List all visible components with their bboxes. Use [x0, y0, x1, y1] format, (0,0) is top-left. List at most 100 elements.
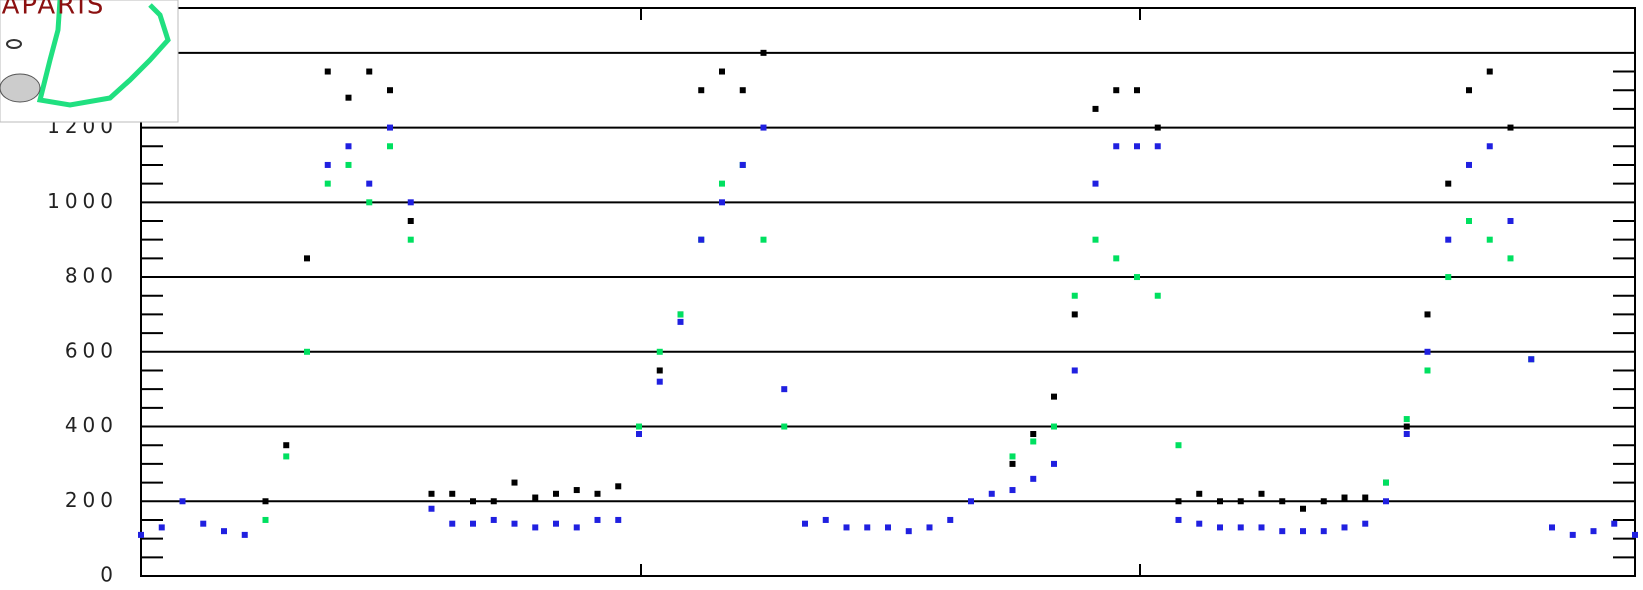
point — [573, 487, 580, 494]
logo-cloud — [0, 73, 41, 103]
point — [760, 49, 767, 56]
point — [760, 124, 767, 131]
point — [241, 531, 248, 538]
point — [1341, 494, 1348, 501]
point — [387, 124, 393, 131]
point — [1051, 423, 1057, 430]
point — [698, 236, 705, 243]
point — [428, 505, 435, 512]
point — [1134, 87, 1140, 94]
point — [470, 520, 476, 527]
point — [553, 490, 559, 497]
point — [1320, 498, 1327, 505]
logo-dot — [6, 39, 22, 49]
point — [407, 236, 414, 243]
point — [449, 520, 456, 527]
point — [1466, 161, 1472, 168]
point — [553, 520, 559, 527]
point — [490, 498, 497, 505]
point — [822, 516, 829, 523]
point — [532, 494, 539, 501]
point — [366, 199, 373, 206]
y-tick-label: 800 — [65, 264, 118, 288]
y-tick-label: 1000 — [47, 189, 118, 213]
logo-map — [36, 0, 171, 108]
point — [1300, 505, 1306, 512]
point — [719, 180, 725, 187]
y-tick-label: 200 — [65, 488, 118, 512]
point — [719, 199, 725, 206]
point — [1175, 442, 1182, 449]
point — [1362, 494, 1369, 501]
point — [262, 498, 269, 505]
point — [221, 528, 227, 535]
point — [158, 524, 165, 531]
point — [345, 143, 352, 150]
point — [781, 386, 788, 393]
point — [926, 524, 933, 531]
point — [1051, 393, 1057, 400]
logo: DAPARIS — [0, 0, 179, 123]
point — [1507, 218, 1514, 224]
point — [262, 516, 269, 523]
point — [1009, 453, 1016, 460]
point — [1300, 528, 1306, 535]
point — [1113, 143, 1120, 150]
point — [1258, 524, 1265, 531]
point — [345, 161, 352, 168]
point — [490, 516, 497, 523]
point — [1237, 524, 1244, 531]
point — [1258, 490, 1265, 497]
point — [698, 87, 705, 94]
point — [1383, 479, 1389, 486]
point — [1466, 218, 1472, 224]
point — [387, 143, 393, 150]
point — [781, 423, 788, 430]
point — [1362, 520, 1369, 527]
point — [1154, 292, 1161, 299]
point — [1030, 475, 1037, 482]
point — [760, 236, 767, 243]
point — [407, 199, 414, 206]
point — [366, 68, 373, 75]
point — [1154, 143, 1161, 150]
point — [1134, 143, 1140, 150]
point — [656, 367, 663, 374]
point — [1071, 292, 1078, 299]
point — [1030, 431, 1037, 437]
point — [324, 161, 331, 168]
point — [988, 490, 995, 497]
point — [304, 255, 310, 262]
point — [573, 524, 580, 531]
point — [304, 348, 310, 355]
point — [1486, 143, 1493, 150]
point — [1092, 180, 1099, 187]
point — [1445, 274, 1452, 281]
point — [594, 490, 601, 497]
point — [1217, 524, 1223, 531]
point — [802, 520, 808, 527]
point — [1424, 348, 1431, 355]
point — [1051, 460, 1057, 467]
point — [138, 531, 144, 538]
point — [1237, 498, 1244, 505]
point — [905, 528, 912, 535]
point — [200, 520, 207, 527]
point — [677, 318, 684, 325]
point — [1154, 124, 1161, 131]
point — [656, 378, 663, 385]
point — [532, 524, 539, 531]
point — [511, 520, 518, 527]
point — [449, 490, 456, 497]
point — [1424, 367, 1431, 374]
point — [470, 498, 476, 505]
point — [179, 498, 186, 505]
point — [1341, 524, 1348, 531]
plot-frame — [140, 7, 1636, 577]
point — [283, 442, 290, 449]
point — [1445, 180, 1452, 187]
logo-text: DAPARIS — [0, 0, 105, 21]
point — [1486, 68, 1493, 75]
point — [843, 524, 850, 531]
point — [636, 423, 642, 430]
